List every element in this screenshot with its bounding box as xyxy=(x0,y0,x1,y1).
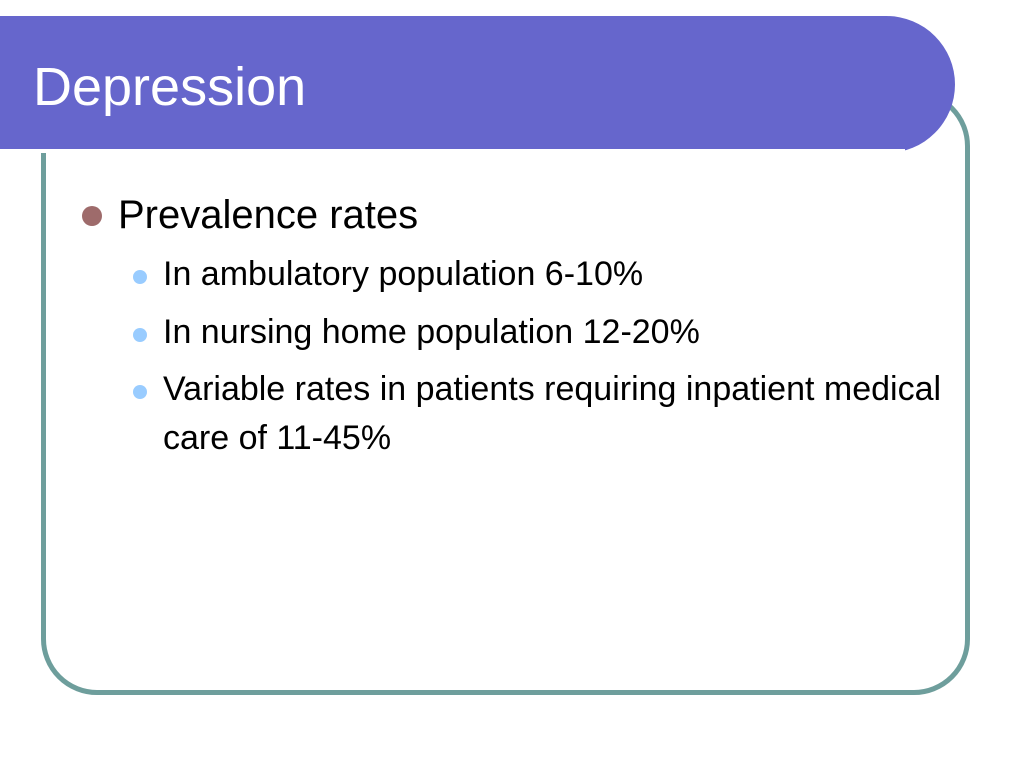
sub-bullet-dot-icon xyxy=(133,328,147,342)
slide-title: Depression xyxy=(33,57,307,117)
bullet-dot-icon xyxy=(82,206,102,226)
sub-bullet-ambulatory: In ambulatory population 6-10% xyxy=(163,255,644,293)
sub-bullet-inpatient: Variable rates in patients requiring inp… xyxy=(163,370,942,457)
sub-bullet-dot-icon xyxy=(133,270,147,284)
sub-bullet-nursing-home: In nursing home population 12-20% xyxy=(163,313,700,351)
sub-bullet-dot-icon xyxy=(133,385,147,399)
title-bar: Depression xyxy=(0,16,955,153)
content-frame xyxy=(41,90,970,695)
title-underline xyxy=(0,149,905,153)
bullet-prevalence-rates: Prevalence rates xyxy=(118,193,419,237)
